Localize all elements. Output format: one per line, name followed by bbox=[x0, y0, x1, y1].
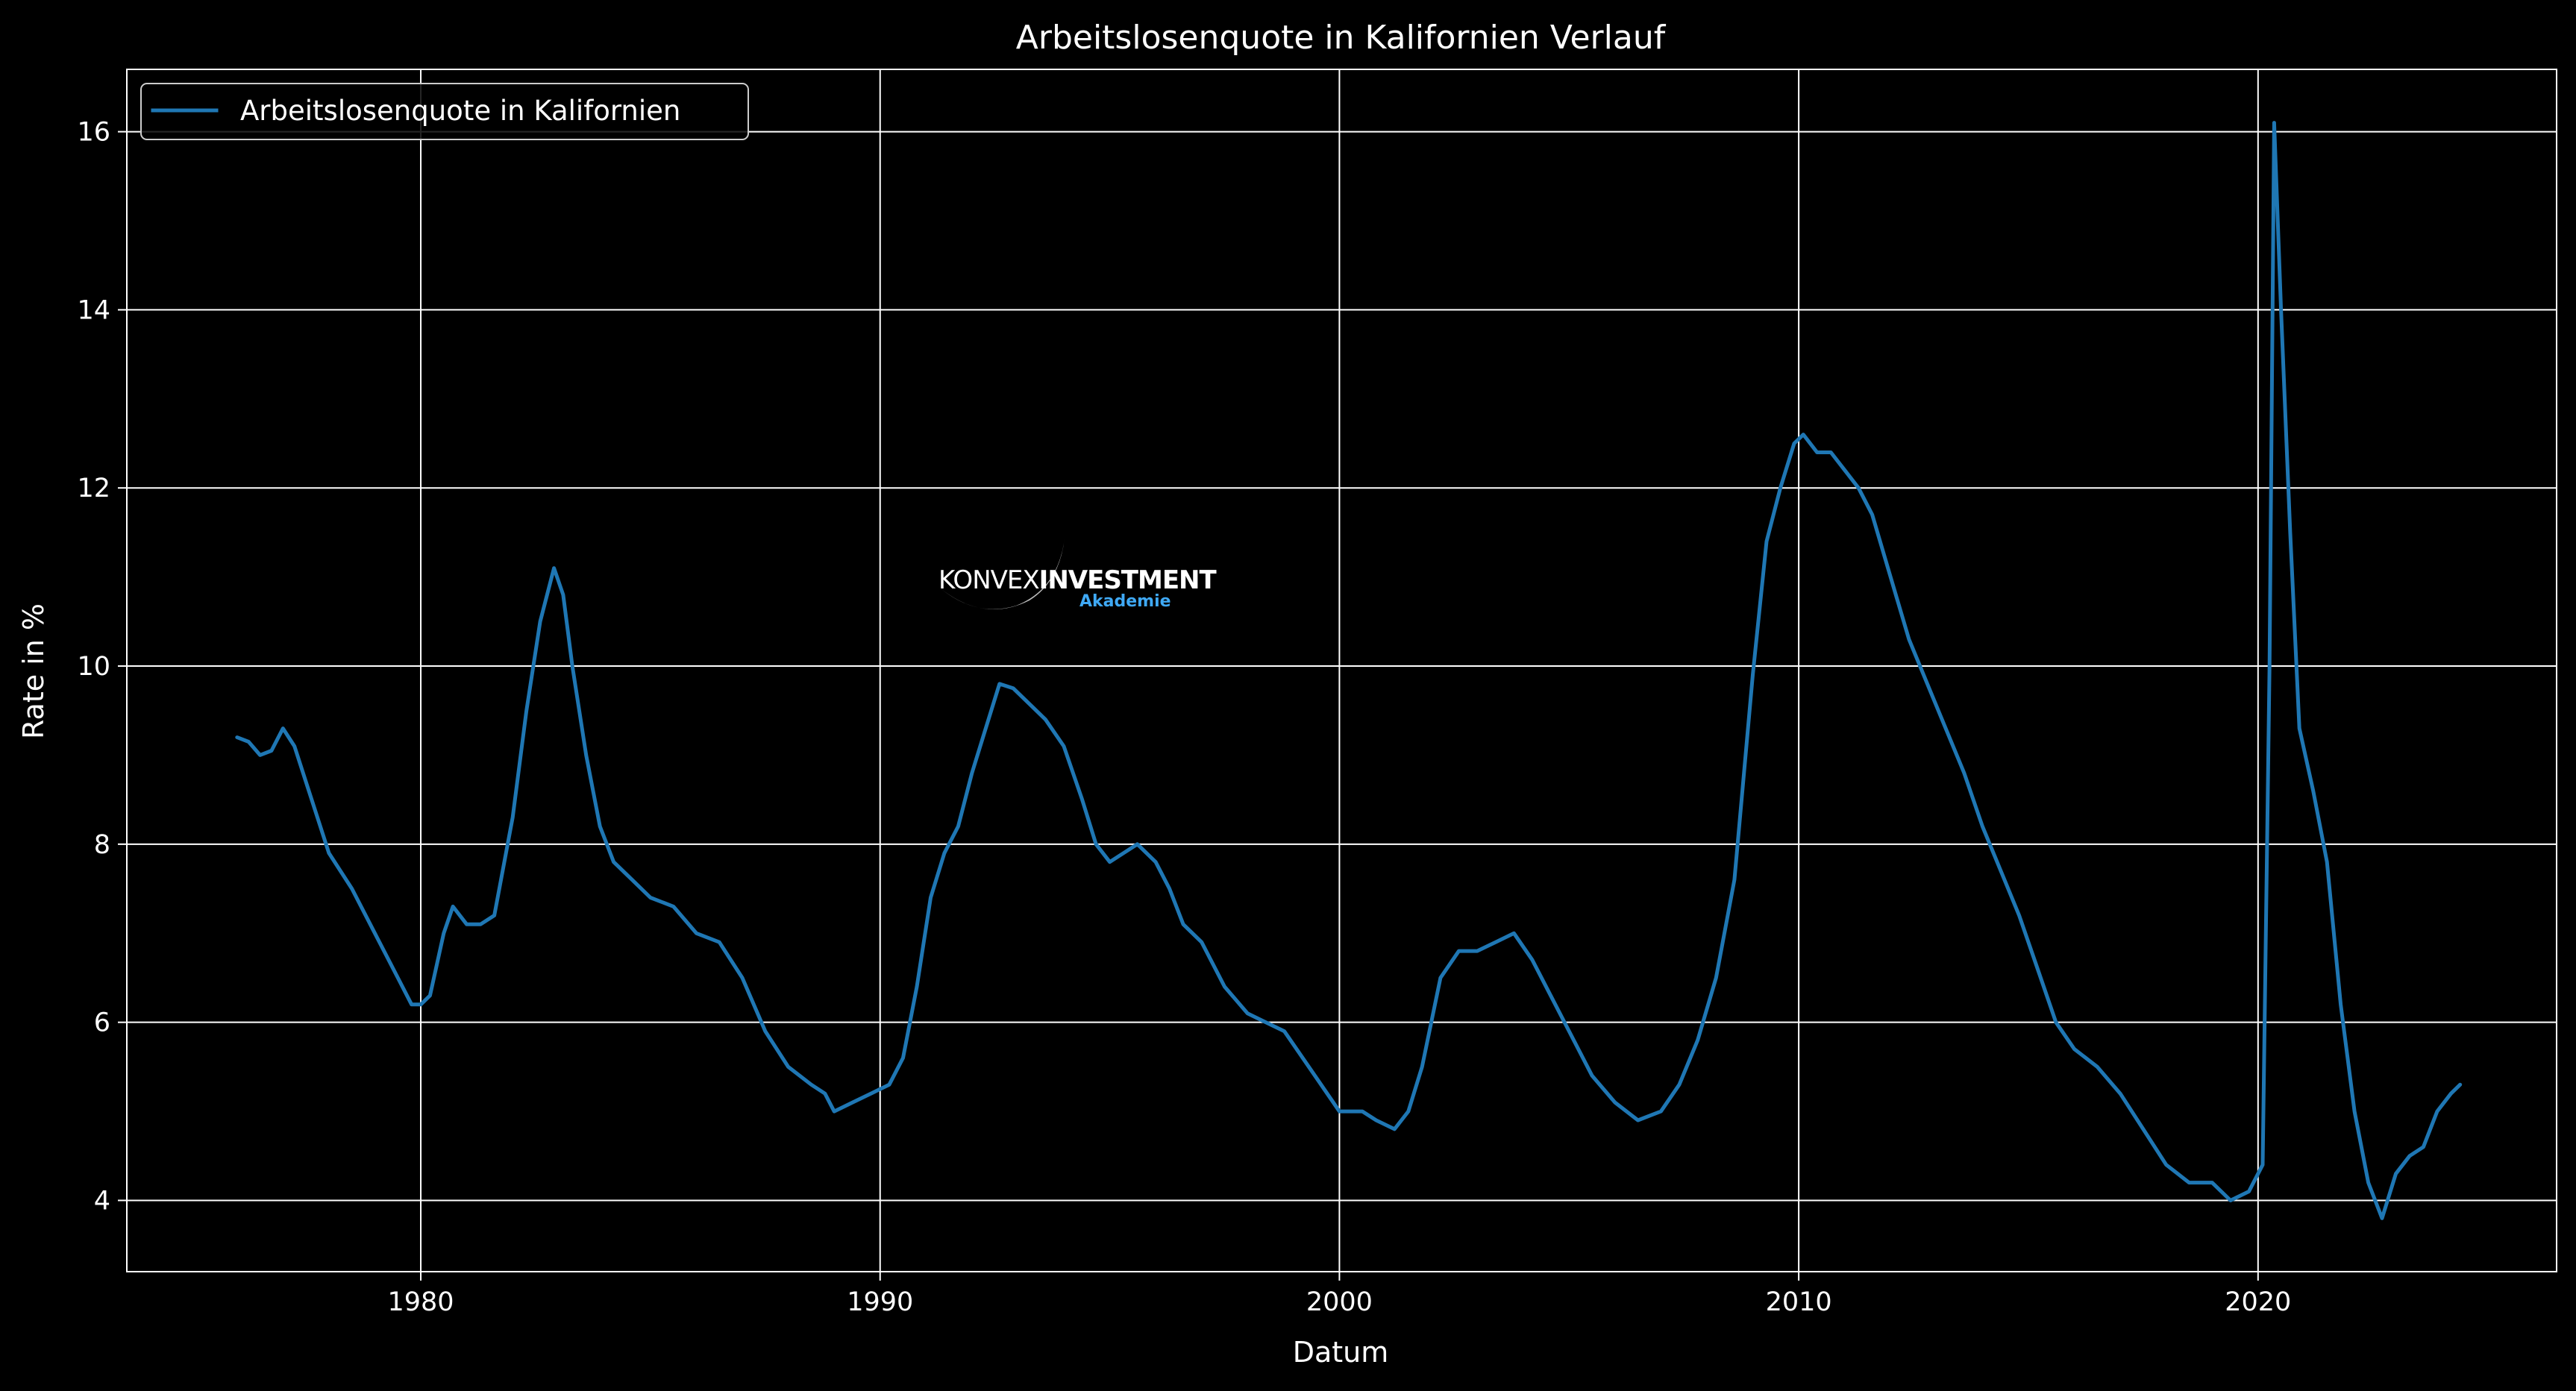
logo-text-konvex: KONVEX bbox=[938, 565, 1039, 595]
y-tick-label: 16 bbox=[77, 118, 110, 148]
legend-label: Arbeitslosenquote in Kalifornien bbox=[240, 95, 680, 127]
y-tick-label: 6 bbox=[94, 1008, 110, 1038]
svg-text:KONVEXINVESTMENT: KONVEXINVESTMENT bbox=[938, 565, 1218, 595]
plot-frame bbox=[126, 69, 2557, 1272]
chart-title: Arbeitslosenquote in Kalifornien Verlauf bbox=[1016, 19, 1667, 57]
x-tick-label: 1980 bbox=[388, 1287, 454, 1317]
legend: Arbeitslosenquote in Kalifornien bbox=[140, 83, 749, 140]
series-line-0 bbox=[235, 121, 2463, 1220]
y-axis-label: Rate in % bbox=[17, 603, 50, 739]
x-axis-label: Datum bbox=[1293, 1336, 1389, 1369]
konvex-investment-logo: KONVEXINVESTMENT Akademie bbox=[938, 538, 1218, 611]
y-tick-label: 14 bbox=[77, 295, 110, 325]
x-tick-label: 1990 bbox=[847, 1287, 913, 1317]
logo-text-investment: INVESTMENT bbox=[1039, 565, 1218, 595]
legend-box bbox=[140, 83, 749, 140]
x-tick-label: 2010 bbox=[1766, 1287, 1832, 1317]
x-tick-label: 2000 bbox=[1306, 1287, 1373, 1317]
y-tick-label: 8 bbox=[94, 830, 110, 860]
x-tick-label: 2020 bbox=[2225, 1287, 2291, 1317]
y-tick-label: 4 bbox=[94, 1186, 110, 1216]
y-axis: 4 6 8 10 12 14 16 bbox=[77, 118, 127, 1216]
x-axis: 1980 1990 2000 2010 2020 bbox=[388, 1272, 2291, 1317]
y-tick-label: 12 bbox=[77, 474, 110, 503]
logo-text-akademie: Akademie bbox=[1079, 592, 1171, 611]
plot-area bbox=[127, 69, 2557, 1272]
series-layer bbox=[235, 121, 2463, 1220]
y-tick-label: 10 bbox=[77, 652, 110, 682]
